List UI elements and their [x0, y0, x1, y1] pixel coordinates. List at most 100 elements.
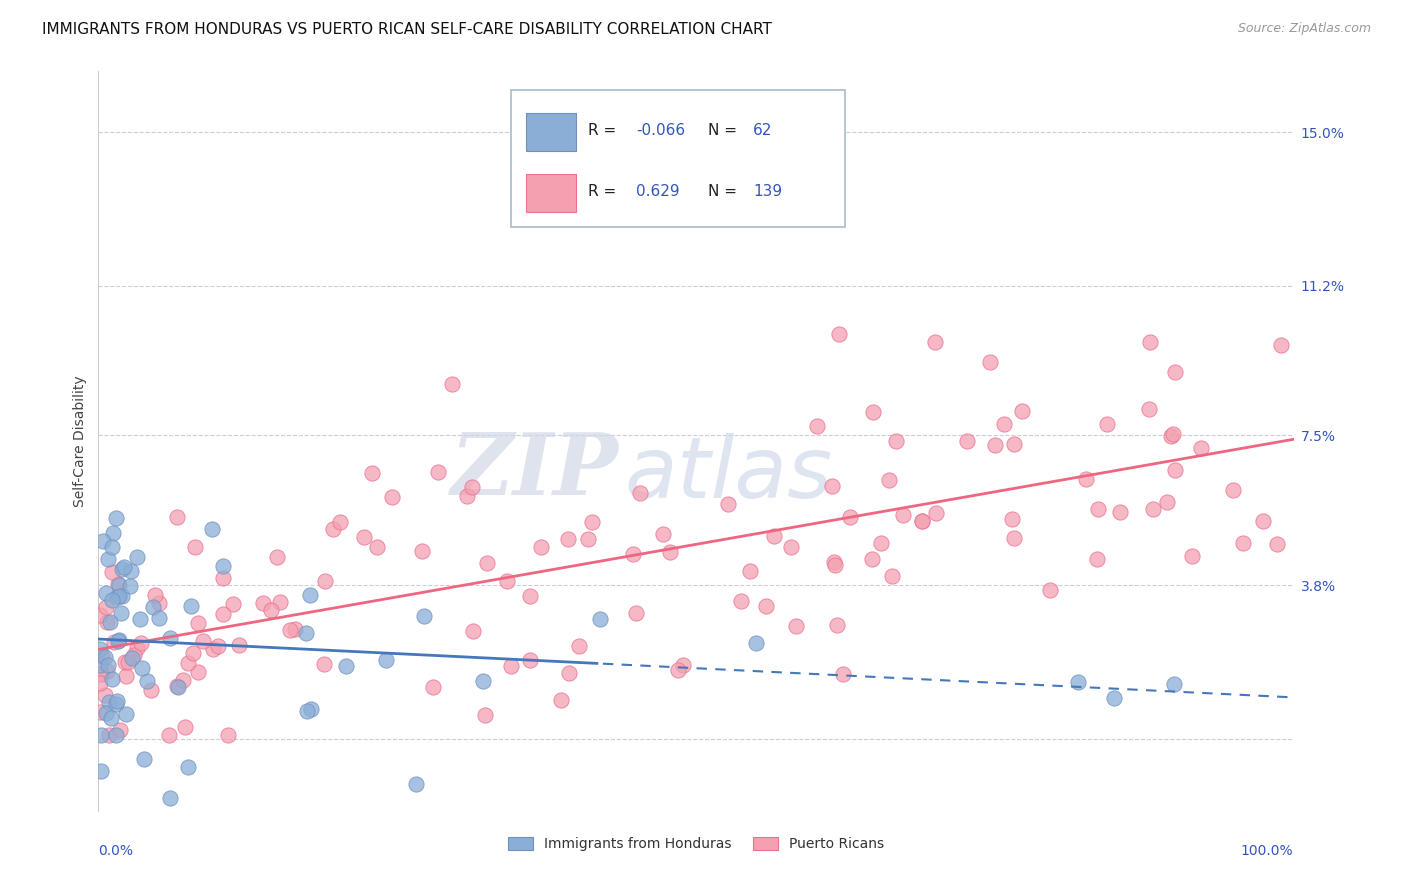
Point [166, 509, 188, 524]
Point [472, 673, 495, 688]
Point [115, 707, 138, 722]
Point [122, 648, 145, 662]
Point [1270, 337, 1292, 351]
Text: N =: N = [709, 184, 742, 199]
Point [98, 615, 121, 629]
Point [110, 606, 132, 620]
Y-axis label: Self-Care Disability: Self-Care Disability [73, 376, 87, 508]
Point [172, 673, 194, 688]
Point [1074, 472, 1097, 486]
Point [100, 711, 122, 725]
Point [90, 648, 112, 663]
Point [115, 669, 138, 683]
Point [131, 661, 153, 675]
Point [329, 516, 352, 530]
Point [474, 707, 496, 722]
Point [405, 777, 427, 791]
FancyBboxPatch shape [526, 112, 576, 152]
Point [139, 683, 162, 698]
Point [672, 657, 695, 672]
Point [827, 618, 849, 632]
Text: 0.0%: 0.0% [98, 844, 134, 858]
Point [222, 597, 245, 611]
Point [269, 595, 291, 609]
Point [90, 764, 112, 779]
Point [411, 544, 433, 558]
Point [183, 540, 205, 554]
Point [111, 589, 134, 603]
Point [1142, 501, 1164, 516]
Point [101, 525, 124, 540]
Point [108, 723, 131, 737]
Point [110, 562, 132, 576]
Point [120, 564, 142, 578]
Point [568, 639, 591, 653]
Point [426, 466, 449, 480]
Point [101, 540, 124, 554]
Point [823, 555, 845, 569]
Point [90, 666, 112, 681]
Text: 62: 62 [754, 123, 773, 138]
Point [89, 642, 111, 657]
Point [589, 612, 612, 626]
Point [157, 728, 180, 742]
Point [461, 480, 484, 494]
Text: -0.066: -0.066 [636, 123, 685, 138]
Point [666, 663, 689, 677]
Point [652, 527, 675, 541]
Point [785, 619, 807, 633]
Point [530, 540, 553, 554]
Point [422, 680, 444, 694]
Point [105, 510, 128, 524]
Point [924, 335, 946, 350]
Point [89, 657, 111, 672]
Point [993, 417, 1015, 431]
Point [1137, 401, 1160, 416]
Point [1108, 505, 1130, 519]
Point [1181, 549, 1204, 564]
Point [100, 565, 122, 579]
Point [806, 419, 828, 434]
Point [911, 515, 934, 529]
Point [1160, 429, 1182, 443]
Point [167, 680, 190, 694]
Text: IMMIGRANTS FROM HONDURAS VS PUERTO RICAN SELF-CARE DISABILITY CORRELATION CHART: IMMIGRANTS FROM HONDURAS VS PUERTO RICAN… [42, 22, 772, 37]
Point [97, 728, 120, 742]
Point [145, 588, 167, 602]
Point [174, 720, 197, 734]
Point [648, 206, 672, 220]
Point [105, 697, 128, 711]
Point [862, 405, 884, 419]
Point [519, 652, 541, 666]
Point [1189, 441, 1212, 455]
Point [228, 638, 250, 652]
Text: atlas: atlas [624, 434, 832, 516]
Point [91, 533, 114, 548]
Point [295, 704, 318, 718]
Point [125, 549, 148, 564]
Point [187, 665, 209, 679]
Point [745, 635, 768, 649]
Point [180, 599, 202, 613]
Point [412, 609, 434, 624]
Point [1002, 437, 1025, 451]
Point [212, 558, 235, 573]
FancyBboxPatch shape [526, 174, 576, 212]
Point [132, 752, 155, 766]
Point [1039, 582, 1062, 597]
Point [176, 657, 198, 671]
Point [89, 705, 111, 719]
Text: N =: N = [709, 123, 742, 138]
Point [94, 688, 117, 702]
Point [557, 666, 579, 681]
Point [979, 355, 1001, 369]
Point [252, 596, 274, 610]
Point [278, 623, 301, 637]
Point [101, 592, 124, 607]
Point [112, 559, 135, 574]
Point [201, 522, 224, 536]
Point [869, 536, 891, 550]
Point [366, 540, 388, 554]
Point [129, 636, 152, 650]
Point [187, 615, 209, 630]
